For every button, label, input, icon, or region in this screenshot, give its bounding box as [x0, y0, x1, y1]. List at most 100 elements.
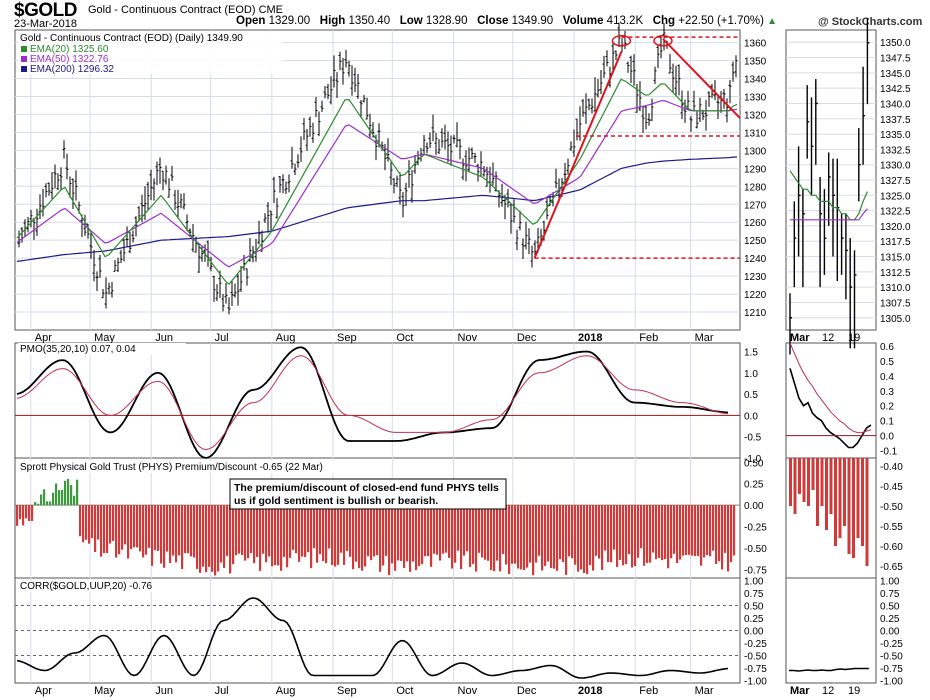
premium-bar — [85, 505, 88, 540]
premium-bar — [394, 505, 397, 571]
premium-bar — [385, 505, 388, 556]
premium-bar — [331, 505, 334, 565]
trendline — [533, 51, 623, 259]
price-ohlc-bar — [35, 208, 39, 237]
premium-bar — [124, 505, 127, 545]
zoom-corr-y-tick: 0.00 — [880, 627, 900, 638]
premium-bar — [673, 505, 676, 554]
zoom-price-bar — [828, 152, 831, 226]
premium-bar — [145, 505, 148, 555]
volume-label: Volume — [562, 15, 604, 27]
price-ohlc-bar — [674, 65, 678, 97]
pmo-panel-title: PMO(35,20,10) 0.07, 0.04 — [20, 344, 136, 355]
zoom-price-y-tick: 1325.0 — [880, 191, 911, 202]
zoom-corr-y-tick: 1.00 — [880, 577, 900, 588]
zoom-pmo-signal-line — [789, 342, 872, 434]
premium-bar — [361, 505, 364, 571]
premium-bar — [448, 505, 451, 558]
premium-bar — [568, 505, 571, 557]
price-ohlc-bar — [365, 97, 369, 120]
premium-bar — [487, 505, 490, 561]
price-ohlc-bar — [230, 280, 234, 306]
premium-bar — [262, 505, 265, 554]
zoom-premium-bar — [843, 458, 846, 526]
premium-bar — [451, 505, 454, 569]
premium-bar — [544, 505, 547, 566]
price-ohlc-bar — [167, 178, 171, 198]
premium-bar — [523, 505, 526, 571]
premium-bar — [442, 505, 445, 554]
chart-header: $GOLD Gold - Continuous Contract (EOD) C… — [0, 0, 930, 30]
premium-bar — [649, 505, 652, 563]
premium-bar — [535, 505, 538, 563]
zoom-pmo-y-tick: 0.0 — [880, 432, 894, 443]
premium-bar — [151, 505, 154, 566]
premium-bar — [271, 505, 274, 567]
price-ohlc-bar — [296, 154, 300, 168]
premium-bar — [670, 505, 673, 559]
zoom-price-y-tick: 1315.0 — [880, 253, 911, 264]
zoom-price-bar — [797, 146, 801, 257]
price-ohlc-bar — [176, 189, 180, 219]
premium-bar — [286, 505, 289, 568]
premium-bar — [154, 505, 157, 551]
price-ohlc-bar — [290, 146, 294, 169]
premium-bar — [493, 505, 496, 572]
price-ohlc-bar — [485, 166, 489, 187]
premium-bar — [694, 505, 697, 557]
premium-bar — [73, 495, 76, 506]
ema20-line — [16, 78, 738, 286]
premium-bar — [520, 505, 523, 570]
premium-bar — [640, 505, 643, 549]
ema200-line — [16, 156, 738, 262]
price-y-tick: 1210 — [744, 308, 767, 319]
corr-title-background — [18, 580, 163, 592]
premium-bar — [106, 505, 109, 553]
price-ohlc-bar — [224, 282, 228, 304]
premium-bar — [571, 505, 574, 559]
price-ohlc-bar — [701, 109, 705, 121]
premium-y-tick: -0.50 — [744, 544, 767, 555]
premium-bar — [244, 505, 247, 561]
price-ohlc-bar — [410, 170, 414, 203]
premium-bar — [445, 505, 448, 553]
stockcharts-watermark: @ StockCharts.com — [818, 16, 923, 28]
premium-bar — [355, 505, 358, 562]
ema50-line — [16, 100, 738, 268]
price-ohlc-bar — [128, 232, 132, 254]
premium-bar — [709, 505, 712, 557]
zoom-price-y-tick: 1347.5 — [880, 54, 911, 65]
price-ohlc-bar — [518, 210, 522, 231]
zoom-price-y-tick: 1305.0 — [880, 314, 911, 325]
premium-bar — [454, 505, 457, 563]
price-ohlc-bar — [572, 129, 576, 157]
legend-background — [18, 31, 283, 74]
low-label: Low — [399, 15, 423, 27]
premium-bar — [532, 505, 535, 576]
premium-bar — [373, 505, 376, 557]
premium-bar — [655, 505, 658, 560]
price-ohlc-bar — [344, 49, 348, 68]
zoom-premium-bar — [856, 458, 860, 538]
premium-bar — [259, 505, 262, 571]
zoom-pmo-y-tick: 0.6 — [880, 342, 894, 353]
trendline — [662, 38, 741, 119]
premium-bar — [130, 505, 133, 550]
premium-bar — [358, 505, 361, 569]
premium-bar — [610, 505, 613, 563]
price-ohlc-bar — [473, 152, 477, 164]
premium-bar — [82, 505, 85, 543]
low-value: 1328.90 — [425, 15, 468, 27]
premium-bar — [433, 505, 436, 554]
premium-bar — [127, 505, 130, 559]
price-ohlc-bar — [581, 98, 585, 117]
zoom-pmo-line — [789, 368, 872, 449]
premium-bar — [136, 505, 139, 548]
price-y-tick: 1250 — [744, 236, 767, 247]
zoom-corr-y-tick: -1.00 — [880, 677, 903, 688]
premium-bar — [574, 505, 577, 565]
price-ohlc-bar — [584, 93, 588, 124]
premium-bar — [103, 505, 106, 554]
price-ohlc-bar — [29, 209, 33, 228]
premium-bar — [469, 505, 472, 567]
